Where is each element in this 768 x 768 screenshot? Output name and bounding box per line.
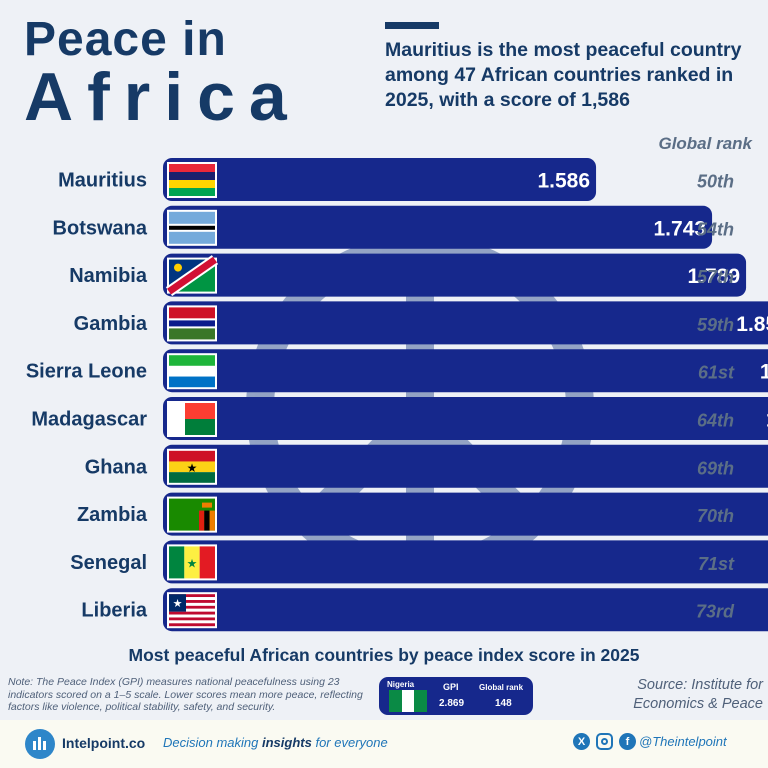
bar xyxy=(163,205,713,249)
global-rank-label: 54th xyxy=(697,219,734,239)
bar xyxy=(163,492,768,536)
global-rank-label: 73rd xyxy=(696,602,735,622)
global-rank-heading: Global rank xyxy=(658,134,752,153)
bar-row: Gambia 1.85559th xyxy=(74,301,768,345)
global-rank-label: 61st xyxy=(698,363,735,383)
global-rank-label: 70th xyxy=(697,506,734,526)
liberia-flag-icon: ★ xyxy=(167,592,217,629)
tagline-emphasis: insights xyxy=(262,735,312,750)
value-label: 1.586 xyxy=(537,170,590,193)
source-credit: Source: Institute for Economics & Peace xyxy=(633,677,763,712)
nigeria-comparison-box: Nigeria GPI 2.869 Global rank 148 xyxy=(379,677,533,715)
nigeria-rank-value: 148 xyxy=(495,698,512,709)
global-rank-label: 57th xyxy=(697,267,734,287)
global-rank-label: 69th xyxy=(697,458,734,478)
bar xyxy=(163,540,768,584)
value-label: 1.855 xyxy=(736,313,768,336)
senegal-flag-icon: ★ xyxy=(167,544,217,581)
country-label: Senegal xyxy=(70,552,147,574)
bar-row: Sierra Leone 1.887 61st xyxy=(26,349,768,393)
madagascar-flag-icon xyxy=(167,401,217,437)
bar-row: Madagascar 1.895 64th xyxy=(31,397,768,440)
tagline: Decision making insights for everyone xyxy=(163,735,388,750)
global-rank-label: 59th xyxy=(697,315,734,335)
intelpoint-logo-icon[interactable] xyxy=(25,729,55,759)
country-label: Mauritius xyxy=(58,170,147,192)
social-handle[interactable]: @Theintelpoint xyxy=(639,734,727,749)
nigeria-label: Nigeria xyxy=(387,680,415,689)
nigeria-gpi-label: GPI xyxy=(443,682,459,692)
nigeria-gpi-value: 2.869 xyxy=(439,698,465,709)
svg-text:★: ★ xyxy=(187,556,198,570)
bar xyxy=(163,301,768,345)
page-title-line2: Africa xyxy=(24,59,301,135)
country-label: Zambia xyxy=(77,504,148,526)
bar-row: Senegal★1.93671st xyxy=(70,540,768,584)
country-label: Botswana xyxy=(53,217,148,239)
value-label: 1.789 xyxy=(688,265,741,288)
bar xyxy=(163,158,597,201)
bar-row: Mauritius 1.586 50th xyxy=(58,158,734,201)
nigeria-flag-icon xyxy=(389,690,428,712)
svg-text:★: ★ xyxy=(187,461,198,475)
global-rank-label: 64th xyxy=(697,411,734,431)
namibia-flag-icon xyxy=(165,255,219,297)
bar xyxy=(163,397,768,440)
country-label: Liberia xyxy=(81,600,147,622)
x-icon[interactable]: X xyxy=(573,733,590,750)
country-label: Sierra Leone xyxy=(26,361,147,383)
country-label: Madagascar xyxy=(31,409,147,431)
chart-title: Most peaceful African countries by peace… xyxy=(128,645,640,665)
sierra-leone-flag-icon xyxy=(167,353,217,390)
global-rank-label: 71st xyxy=(698,554,735,574)
instagram-icon[interactable] xyxy=(596,733,613,750)
bar xyxy=(163,253,747,297)
value-label: 1.743 xyxy=(654,217,707,240)
gambia-flag-icon xyxy=(167,305,217,342)
tagline-prefix: Decision making xyxy=(163,735,262,750)
facebook-icon[interactable]: f xyxy=(619,733,636,750)
nigeria-rank-label: Global rank xyxy=(479,683,524,692)
accent-bar xyxy=(385,22,439,29)
bar xyxy=(163,349,768,393)
botswana-flag-icon xyxy=(167,209,217,246)
country-label: Namibia xyxy=(69,265,148,287)
brand-name[interactable]: Intelpoint.co xyxy=(62,735,146,751)
bar xyxy=(163,444,768,488)
bar-row: Ghana★1.89869th xyxy=(85,444,768,488)
bar-row: Liberia★1.93973rd xyxy=(81,588,768,632)
footer: Intelpoint.co Decision making insights f… xyxy=(0,720,768,768)
mauritius-flag-icon xyxy=(167,162,217,198)
page-title-line1: Peace in xyxy=(24,13,227,66)
global-rank-label: 50th xyxy=(697,172,734,192)
ghana-flag-icon: ★ xyxy=(167,448,217,485)
value-label: 1.895 xyxy=(766,409,768,432)
zambia-flag-icon xyxy=(167,496,217,533)
bar-row: Zambia1.91470th xyxy=(77,492,768,536)
country-label: Ghana xyxy=(85,456,148,478)
value-label: 1.887 xyxy=(760,361,768,384)
bar xyxy=(163,588,768,632)
svg-text:★: ★ xyxy=(173,598,183,610)
methodology-note: Note: The Peace Index (GPI) measures nat… xyxy=(8,676,363,713)
tagline-suffix: for everyone xyxy=(311,735,388,750)
country-label: Gambia xyxy=(74,313,148,335)
subtitle: Mauritius is the most peaceful country a… xyxy=(385,39,742,111)
